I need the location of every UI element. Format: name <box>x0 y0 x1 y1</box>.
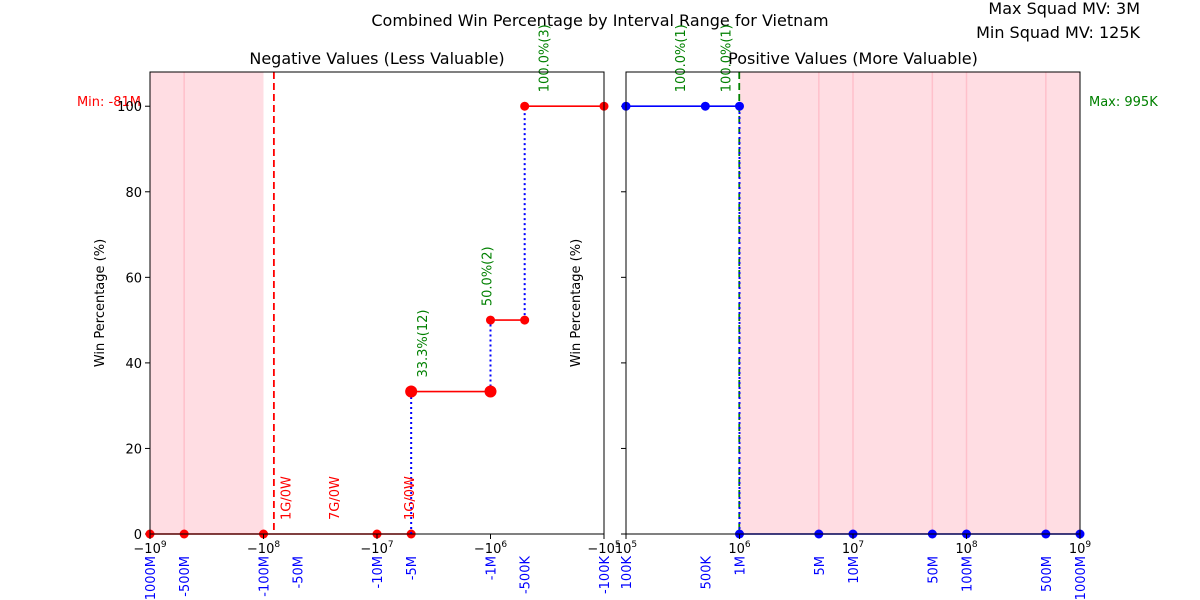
panel-title: Negative Values (Less Valuable) <box>249 49 504 68</box>
games-label: 1G/0W <box>403 476 418 520</box>
interval-label: -1000M <box>144 556 159 600</box>
games-label: 7G/0W <box>328 476 343 520</box>
interval-label: 100K <box>620 556 635 590</box>
x-tick-label: 109 <box>1069 540 1092 557</box>
step-point <box>405 385 418 398</box>
data-point <box>700 101 710 111</box>
y-tick-label: 0 <box>134 528 142 543</box>
max-limit-label: Max: 995K <box>1089 95 1158 110</box>
interval-label: 500M <box>1040 556 1055 592</box>
shaded-region <box>739 72 1080 534</box>
x-tick-label: −106 <box>474 540 507 557</box>
interval-label: 100M <box>961 556 976 592</box>
interval-label: 5M <box>813 556 828 576</box>
win-annotation: 100.0%(1) <box>719 24 734 92</box>
y-axis-label: Win Percentage (%) <box>93 239 108 367</box>
interval-label: 500K <box>699 556 714 590</box>
interval-label: -100K <box>598 556 613 595</box>
step-point <box>486 315 495 325</box>
y-tick-label: 60 <box>125 271 142 286</box>
step-point <box>484 385 497 398</box>
interval-label: 50M <box>926 556 941 584</box>
y-tick-label: 20 <box>125 442 142 457</box>
interval-label: -100M <box>258 556 273 597</box>
interval-label: -500K <box>519 556 534 595</box>
min-limit-label: Min: -81M <box>77 95 141 110</box>
negative-panel: Min: -81M 0 20 40 60 80 100 33.3%(12) 50.0%(2) 10… <box>77 24 621 600</box>
interval-label: -50M <box>292 556 307 588</box>
x-tick-label: 105 <box>615 540 637 557</box>
x-tick-label: −108 <box>247 540 280 557</box>
interval-label: 1000M <box>1074 556 1089 600</box>
y-axis-label: Win Percentage (%) <box>569 239 584 367</box>
max-squad-mv: Max Squad MV: 3M <box>988 0 1140 18</box>
games-label: 1G/0W <box>279 476 294 520</box>
interval-label: -500M <box>178 556 193 597</box>
x-tick-label: −107 <box>360 540 393 557</box>
y-tick-label: 40 <box>125 357 142 372</box>
interval-label: -1M <box>485 556 500 580</box>
x-tick-label: 108 <box>955 540 978 557</box>
shaded-region <box>150 72 264 534</box>
step-win-label: 50.0%(2) <box>481 246 496 306</box>
x-tick-label: −105 <box>587 540 620 557</box>
interval-label: -5M <box>405 556 420 580</box>
data-point <box>735 101 744 111</box>
figure-title: Combined Win Percentage by Interval Rang… <box>371 11 828 30</box>
interval-label: 1M <box>734 556 749 576</box>
x-tick-label: −109 <box>133 540 166 557</box>
step-point <box>520 315 530 325</box>
y-tick-label: 80 <box>125 186 142 201</box>
x-tick-label: 106 <box>728 540 751 557</box>
x-tick-label: 107 <box>842 540 864 557</box>
min-squad-mv: Min Squad MV: 125K <box>976 23 1140 42</box>
interval-label: -10M <box>371 556 386 588</box>
step-point <box>520 101 530 111</box>
y-tick-label: 100 <box>117 100 142 115</box>
win-annotation: 100.0%(1) <box>674 24 689 92</box>
step-win-label: 100.0%(3) <box>537 24 552 92</box>
interval-label: 10M <box>847 556 862 584</box>
panel-title: Positive Values (More Valuable) <box>728 49 978 68</box>
step-win-label: 33.3%(12) <box>416 310 431 378</box>
